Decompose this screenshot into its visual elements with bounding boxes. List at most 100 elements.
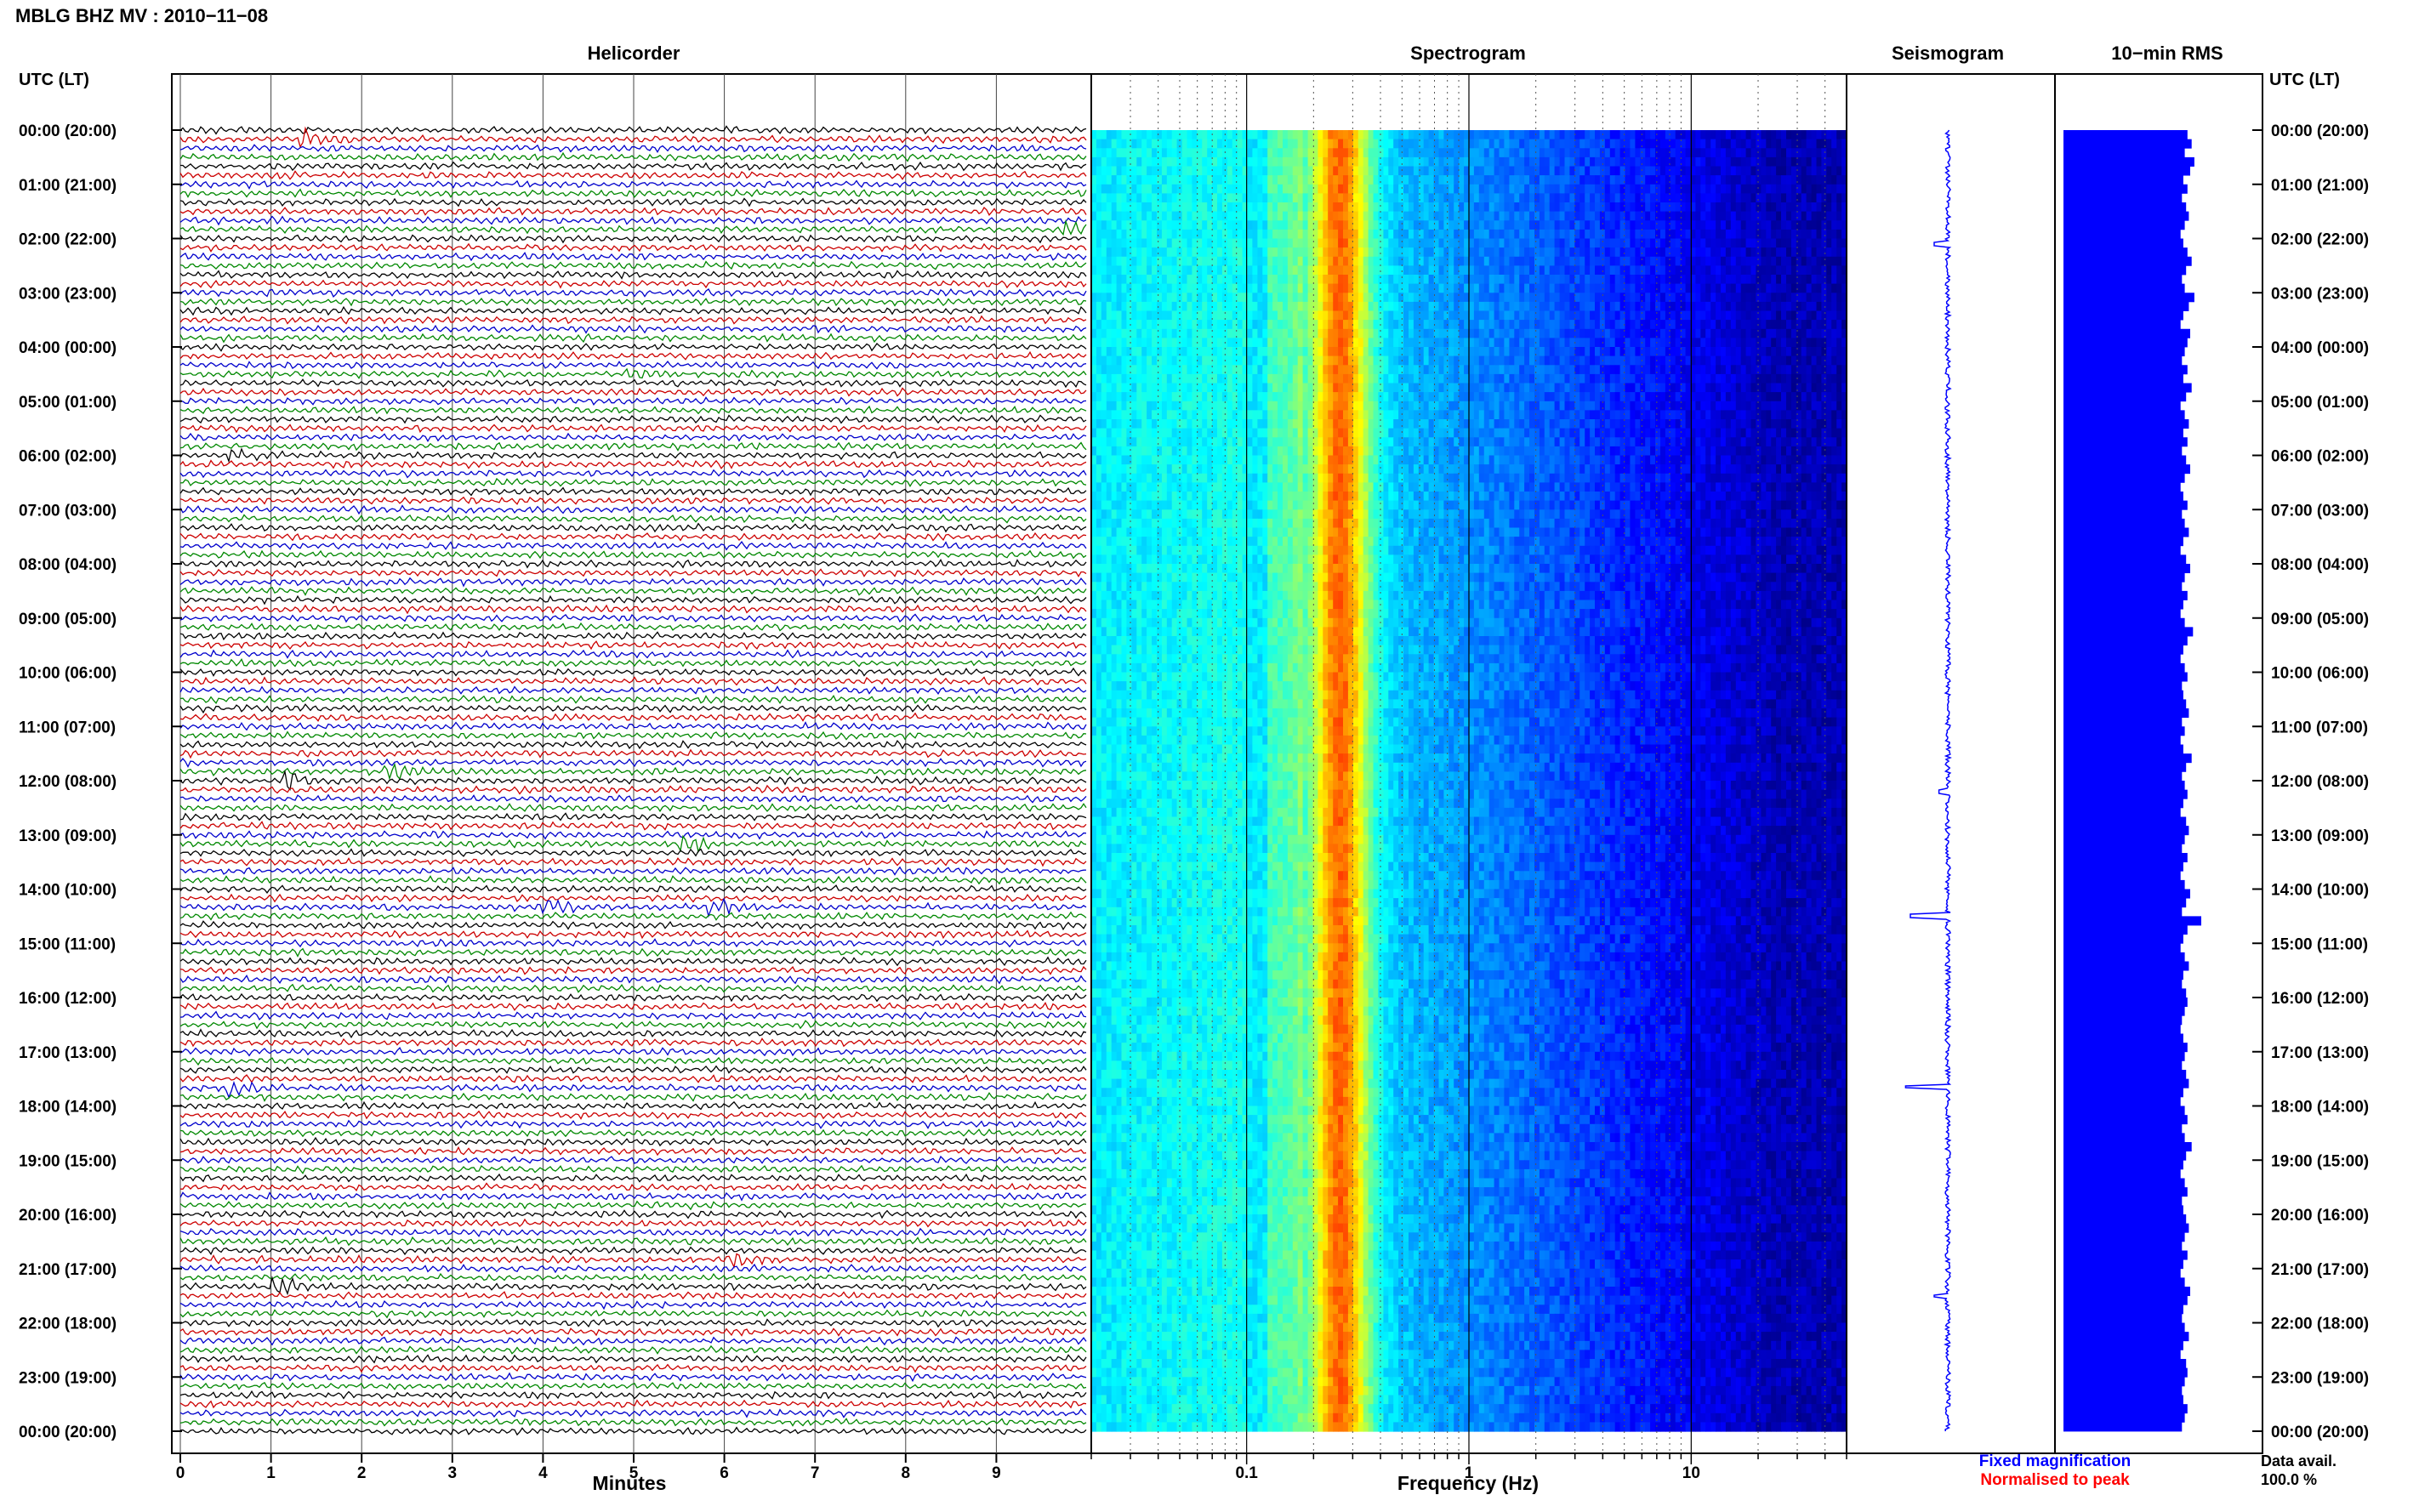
spectrogram-cell (1414, 247, 1420, 257)
spectrogram-cell (1807, 202, 1813, 212)
spectrogram-cell (1469, 157, 1475, 167)
spectrogram-cell (1831, 130, 1837, 139)
spectrogram-cell (1131, 338, 1137, 347)
spectrogram-cell (1771, 293, 1777, 302)
spectrogram-cell (1766, 257, 1772, 266)
spectrogram-cell (1429, 311, 1435, 321)
spectrogram-cell (1529, 293, 1535, 302)
spectrogram-cell (1560, 167, 1566, 176)
spectrogram-cell (1500, 320, 1505, 329)
spectrogram-cell (1650, 157, 1656, 167)
spectrogram-cell (1182, 212, 1188, 221)
spectrogram-cell (1705, 230, 1711, 239)
spectrogram-cell (1781, 374, 1787, 384)
spectrogram-cell (1298, 257, 1304, 266)
spectrogram-cell (1700, 130, 1706, 139)
spectrogram-cell (1298, 247, 1304, 257)
spectrogram-cell (1540, 185, 1545, 194)
spectrogram-cell (1736, 265, 1742, 275)
spectrogram-cell (1746, 193, 1752, 202)
spectrogram-cell (1807, 347, 1813, 356)
spectrogram-cell (1579, 265, 1585, 275)
spectrogram-cell (1484, 338, 1490, 347)
spectrogram-cell (1545, 193, 1551, 202)
spectrogram-cell (1655, 212, 1661, 221)
spectrogram-cell (1257, 320, 1263, 329)
spectrogram-cell (1333, 365, 1339, 374)
spectrogram-cell (1338, 193, 1344, 202)
spectrogram-cell (1671, 220, 1676, 230)
spectrogram-cell (1484, 384, 1490, 393)
spectrogram-cell (1328, 167, 1334, 176)
spectrogram-cell (1318, 202, 1323, 212)
spectrogram-cell (1283, 410, 1289, 419)
spectrogram-cell (1424, 265, 1430, 275)
spectrogram-cell (1383, 175, 1389, 185)
spectrogram-cell (1660, 247, 1666, 257)
spectrogram-cell (1736, 139, 1742, 149)
spectrogram-cell (1101, 202, 1107, 212)
spectrogram-cell (1358, 374, 1364, 384)
spectrogram-cell (1550, 347, 1556, 356)
spectrogram-cell (1579, 293, 1585, 302)
spectrogram-cell (1378, 356, 1384, 366)
spectrogram-cell (1162, 193, 1168, 202)
spectrogram-cell (1695, 175, 1701, 185)
spectrogram-cell (1574, 202, 1580, 212)
spectrogram-cell (1388, 239, 1394, 248)
spectrogram-cell (1686, 347, 1692, 356)
spectrogram-cell (1232, 148, 1238, 157)
spectrogram-cell (1101, 193, 1107, 202)
spectrogram-cell (1776, 311, 1782, 321)
spectrogram-cell (1122, 220, 1128, 230)
spectrogram-cell (1112, 247, 1118, 257)
spectrogram-cell (1605, 257, 1611, 266)
spectrogram-cell (1514, 302, 1520, 311)
spectrogram-cell (1374, 230, 1380, 239)
spectrogram-cell (1484, 302, 1490, 311)
spectrogram-cell (1197, 185, 1203, 194)
spectrogram-cell (1217, 185, 1223, 194)
spectrogram-cell (1308, 275, 1314, 284)
spectrogram-cell (1504, 148, 1510, 157)
spectrogram-cell (1519, 302, 1525, 311)
spectrogram-cell (1555, 365, 1561, 374)
spectrogram-cell (1162, 167, 1168, 176)
spectrogram-cell (1202, 202, 1208, 212)
spectrogram-cell (1812, 356, 1818, 366)
spectrogram-cell (1509, 275, 1515, 284)
spectrogram-cell (1141, 130, 1147, 139)
spectrogram-cell (1232, 347, 1238, 356)
spectrogram-cell (1252, 347, 1258, 356)
spectrogram-cell (1182, 220, 1188, 230)
spectrogram-cell (1514, 293, 1520, 302)
spectrogram-cell (1761, 347, 1767, 356)
spectrogram-cell (1716, 275, 1722, 284)
spectrogram-cell (1545, 175, 1551, 185)
spectrogram-cell (1248, 167, 1254, 176)
spectrogram-cell (1434, 202, 1440, 212)
spectrogram-cell (1756, 374, 1762, 384)
spectrogram-cell (1721, 239, 1727, 248)
spectrogram-cell (1595, 220, 1601, 230)
spectrogram-cell (1771, 356, 1777, 366)
spectrogram-cell (1308, 392, 1314, 401)
spectrogram-cell (1262, 265, 1268, 275)
spectrogram-cell (1197, 284, 1203, 293)
spectrogram-cell (1202, 338, 1208, 347)
spectrogram-cell (1222, 212, 1228, 221)
spectrogram-cell (1560, 247, 1566, 257)
spectrogram-cell (1836, 239, 1842, 248)
spectrogram-cell (1540, 401, 1545, 411)
spectrogram-cell (1605, 157, 1611, 167)
spectrogram-cell (1585, 167, 1591, 176)
spectrogram-cell (1378, 265, 1384, 275)
spectrogram-cell (1217, 148, 1223, 157)
spectrogram-cell (1182, 311, 1188, 321)
spectrogram-cell (1509, 302, 1515, 311)
spectrogram-cell (1812, 302, 1818, 311)
spectrogram-cell (1308, 347, 1314, 356)
spectrogram-cell (1605, 320, 1611, 329)
spectrogram-cell (1449, 284, 1454, 293)
spectrogram-cell (1298, 130, 1304, 139)
